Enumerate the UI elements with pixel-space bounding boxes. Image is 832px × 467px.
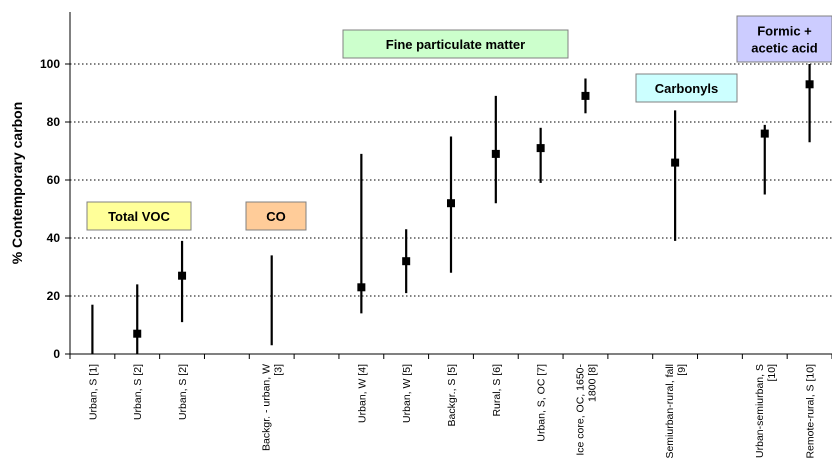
x-tick-layer: Urban, S [1] Urban, S [2] Urban, S [2] Back… (87, 363, 816, 458)
x-tick-label-group: Backgr., S [5] (446, 364, 458, 427)
annotation-label: Total VOC (108, 209, 170, 224)
x-tick-label-group: Urban, S [1] (87, 364, 99, 420)
annotation-box (86, 201, 192, 231)
data-point (402, 257, 411, 266)
x-tick-label: Urban, S [2] (132, 364, 144, 420)
data-point (536, 144, 545, 153)
x-tick-label-group: Urban, S, OC [7] (536, 364, 548, 442)
y-tick-label: 100 (40, 57, 60, 71)
x-tick-label: Urban-semiurban, S (754, 364, 766, 458)
x-tick-label: Urban, S [1] (87, 364, 99, 420)
x-tick-label-group: Urban, W [5] (401, 364, 413, 423)
x-tick-label: Rural, S [6] (491, 364, 503, 417)
x-tick-label-group: Ice core, OC, 1650- 1800 [8] (574, 363, 598, 455)
x-tick-label-group: Urban, W [4] (356, 364, 368, 423)
x-tick-label: 1800 [8] (586, 364, 598, 402)
data-point (357, 283, 366, 292)
x-tick-label-group: Rural, S [6] (491, 364, 503, 417)
x-tick-label: [3] (273, 364, 285, 376)
x-tick-label: Semiurban-rural, fall (664, 364, 676, 459)
annotation-label: Formic + (757, 24, 812, 39)
y-tick-label: 0 (53, 347, 60, 361)
x-tick-label-group: Urban-semiurban, S [10] (754, 364, 778, 458)
x-tick-label: Backgr. - urban, W (261, 364, 273, 451)
x-tick-label: Remote-rural, S [10] (805, 364, 817, 459)
x-tick-label: [10] (766, 364, 778, 382)
data-point (671, 158, 680, 167)
annotation-box (245, 201, 307, 231)
data-point (491, 149, 500, 158)
data-point (447, 199, 455, 208)
annotation-label: CO (266, 209, 286, 224)
x-tick-label: Urban, S, OC [7] (536, 364, 548, 442)
annotation-label: Carbonyls (655, 81, 719, 96)
annotation-box (342, 29, 569, 59)
data-point (178, 271, 187, 280)
y-axis-title: % Contemporary carbon (9, 102, 25, 265)
x-tick-label-group: Semiurban-rural, fall [9] (664, 364, 688, 459)
x-tick-label: [9] (676, 364, 688, 376)
y-tick-label: 80 (47, 115, 61, 129)
x-tick-label-group: Urban, S [2] (177, 364, 189, 420)
data-point (805, 80, 814, 89)
axis-layer: 0 20 40 60 80 100 (40, 12, 832, 361)
data-point (133, 329, 142, 338)
annotation-label: acetic acid (751, 41, 818, 56)
x-tick-label-group: Urban, S [2] (132, 364, 144, 420)
data-point (581, 91, 590, 100)
data-point (760, 129, 769, 138)
x-tick-label-group: Remote-rural, S [10] (805, 364, 817, 459)
annotation-label: Fine particulate matter (386, 37, 525, 52)
x-tick-label: Backgr., S [5] (446, 364, 458, 427)
annotation-box (635, 73, 738, 103)
x-tick-label: Urban, W [4] (356, 364, 368, 423)
x-tick-label: Urban, W [5] (401, 364, 413, 423)
mark-layer (91, 64, 814, 354)
x-tick-label: Urban, S [2] (177, 364, 189, 420)
y-tick-label: 20 (47, 289, 61, 303)
annotation-layer: Total VOC CO Fine particulate matter Carbon… (86, 15, 832, 231)
annotation-box (736, 15, 832, 63)
x-tick-label: Ice core, OC, 1650- (574, 363, 586, 455)
y-tick-label: 40 (47, 231, 61, 245)
y-tick-label: 60 (47, 173, 61, 187)
x-tick-label-group: Backgr. - urban, W [3] (261, 364, 285, 451)
